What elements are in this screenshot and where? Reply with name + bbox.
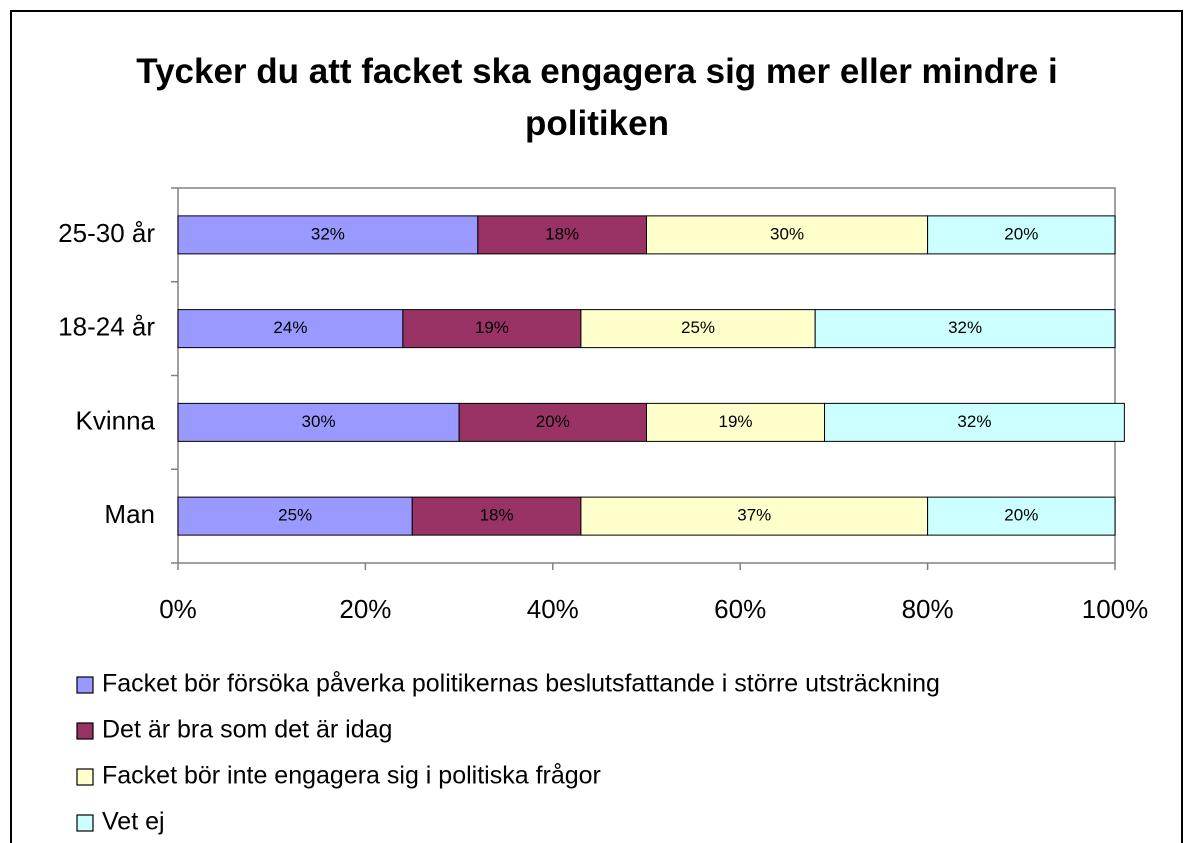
legend-swatch <box>76 676 94 694</box>
legend-swatch <box>76 814 94 832</box>
value-label: 30% <box>302 412 336 431</box>
y-tick-label: Kvinna <box>76 405 156 435</box>
value-label: 32% <box>948 318 982 337</box>
x-tick-label: 80% <box>902 594 954 624</box>
value-label: 19% <box>718 412 752 431</box>
value-label: 32% <box>311 224 345 243</box>
value-label: 25% <box>681 318 715 337</box>
bar-segment <box>177 309 404 349</box>
bar-segment <box>177 496 413 536</box>
bar-segment <box>402 309 582 349</box>
value-label: 24% <box>273 318 307 337</box>
x-tick-label: 20% <box>339 594 391 624</box>
value-label: 20% <box>1004 224 1038 243</box>
value-label: 19% <box>475 318 509 337</box>
legend-swatch <box>76 722 94 740</box>
value-label: 25% <box>278 506 312 525</box>
x-tick-label: 60% <box>714 594 766 624</box>
bar-segment <box>927 215 1116 255</box>
x-tick-label: 100% <box>1082 594 1149 624</box>
legend-label: Facket bör försöka påverka politikernas … <box>102 670 940 698</box>
bar-segment <box>814 309 1116 349</box>
bar-segment <box>927 496 1116 536</box>
value-label: 18% <box>480 506 514 525</box>
y-tick-label: 18-24 år <box>58 312 155 342</box>
legend-label: Facket bör inte engagera sig i politiska… <box>102 762 601 790</box>
value-label: 37% <box>737 506 771 525</box>
x-tick-label: 0% <box>159 594 197 624</box>
chart-border <box>10 10 1183 843</box>
value-label: 20% <box>536 412 570 431</box>
value-label: 32% <box>957 412 991 431</box>
bar-segment <box>411 496 582 536</box>
y-tick-label: Man <box>104 499 155 529</box>
legend-label: Vet ej <box>102 808 165 836</box>
x-tick-label: 40% <box>527 594 579 624</box>
legend-label: Det är bra som det är idag <box>102 716 392 744</box>
chart-title: Tycker du att facket ska engagera sig me… <box>136 52 1058 143</box>
bar-segment <box>824 402 1125 442</box>
value-label: 30% <box>770 224 804 243</box>
bar-segment <box>646 402 826 442</box>
legend-swatch <box>76 768 94 786</box>
bar-segment <box>580 309 816 349</box>
value-label: 18% <box>545 224 579 243</box>
value-label: 20% <box>1004 506 1038 525</box>
y-tick-label: 25-30 år <box>58 218 155 248</box>
bar-segment <box>458 402 647 442</box>
bar-segment <box>646 215 929 255</box>
